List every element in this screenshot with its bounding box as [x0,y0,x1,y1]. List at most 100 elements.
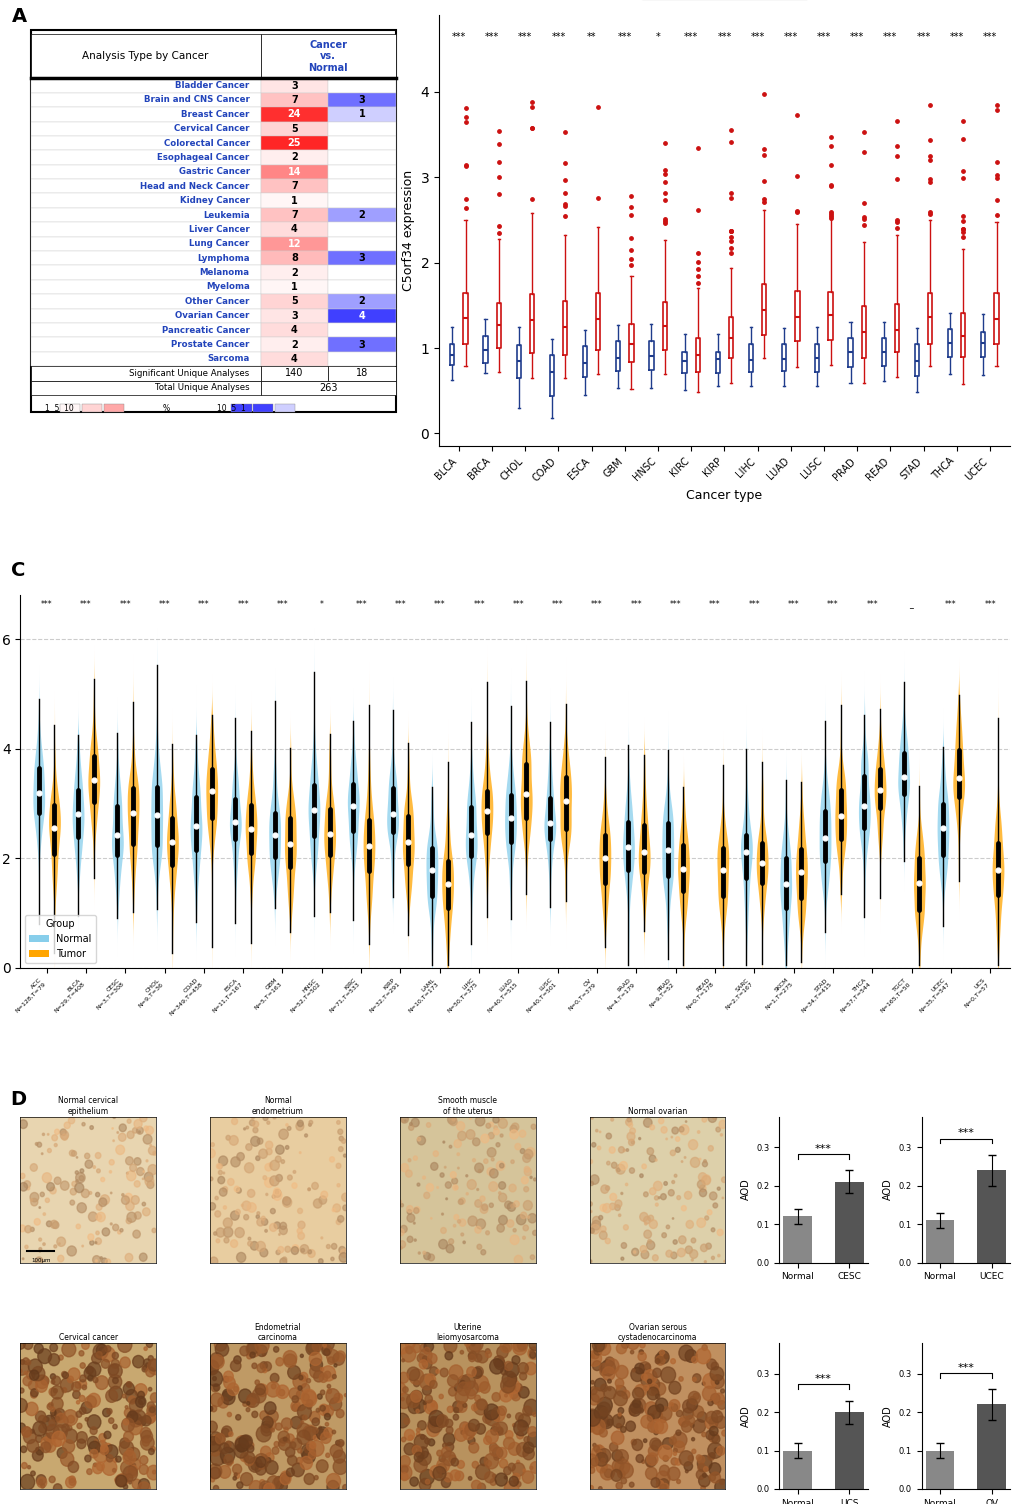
Bar [261,352,328,365]
Circle shape [404,1429,414,1441]
Circle shape [82,1402,92,1414]
Bar [328,93,395,107]
Circle shape [443,1433,454,1445]
Point [888,167,904,191]
Circle shape [631,1140,634,1145]
Circle shape [148,1360,162,1375]
Circle shape [306,1342,319,1355]
Point [523,116,539,140]
Point [523,90,539,114]
Circle shape [602,1411,605,1414]
Circle shape [215,1433,225,1444]
Circle shape [503,1475,506,1478]
Circle shape [700,1486,705,1490]
Circle shape [632,1399,640,1408]
Circle shape [610,1163,616,1169]
Circle shape [591,1143,595,1148]
Circle shape [224,1238,228,1242]
Bar [31,150,261,164]
Circle shape [613,1391,627,1406]
Circle shape [629,1128,635,1134]
Circle shape [244,1451,255,1463]
Circle shape [304,1474,314,1484]
Circle shape [28,1465,31,1469]
Circle shape [469,1442,478,1453]
Circle shape [283,1438,286,1441]
Circle shape [615,1164,625,1175]
Bar [261,107,328,122]
Circle shape [445,1442,453,1451]
Title: Normal ovarian: Normal ovarian [628,1107,687,1116]
Circle shape [256,1157,260,1161]
Circle shape [279,1226,287,1235]
Circle shape [467,1382,471,1387]
Circle shape [653,1430,657,1435]
Circle shape [308,1250,311,1254]
Circle shape [518,1387,529,1399]
Circle shape [458,1220,461,1223]
Circle shape [410,1390,422,1403]
Circle shape [280,1472,290,1484]
Circle shape [60,1378,73,1391]
Circle shape [491,1158,493,1161]
Circle shape [599,1408,607,1417]
Circle shape [619,1463,633,1478]
Point [623,203,639,227]
Circle shape [418,1251,420,1254]
Circle shape [247,1394,259,1408]
Circle shape [507,1463,515,1471]
Circle shape [643,1191,647,1197]
Circle shape [235,1209,240,1214]
Circle shape [708,1474,714,1481]
Circle shape [153,1152,156,1155]
Circle shape [112,1378,118,1384]
Circle shape [707,1113,716,1122]
Circle shape [140,1253,147,1262]
Circle shape [692,1420,705,1433]
Circle shape [278,1390,284,1396]
Circle shape [513,1340,524,1352]
Circle shape [216,1164,221,1169]
Circle shape [213,1384,220,1391]
Circle shape [465,1342,470,1346]
Circle shape [622,1390,629,1399]
Text: ***: *** [355,600,367,609]
Circle shape [242,1202,251,1211]
Circle shape [61,1134,67,1140]
Circle shape [49,1477,55,1483]
Bar [31,208,261,223]
Circle shape [117,1337,131,1352]
Circle shape [31,1471,36,1475]
Circle shape [611,1450,622,1462]
Bar [328,265,395,280]
Circle shape [692,1378,696,1381]
Circle shape [590,1224,599,1233]
Circle shape [716,1229,722,1236]
Circle shape [123,1484,127,1489]
Circle shape [599,1465,613,1480]
Circle shape [320,1390,324,1394]
Circle shape [527,1215,529,1218]
Circle shape [340,1248,347,1257]
Circle shape [214,1337,226,1351]
Circle shape [668,1436,676,1444]
Circle shape [210,1468,220,1478]
Circle shape [336,1409,343,1418]
Text: 8: 8 [290,253,298,263]
Circle shape [125,1406,128,1409]
Circle shape [700,1244,707,1251]
Circle shape [42,1154,43,1155]
Circle shape [493,1128,499,1136]
Circle shape [247,1354,252,1360]
Circle shape [275,1358,283,1366]
Circle shape [298,1232,305,1239]
Text: ***: *** [451,33,466,42]
Circle shape [96,1193,100,1197]
Text: 263: 263 [319,382,337,393]
Circle shape [332,1375,336,1379]
Circle shape [265,1142,272,1149]
Circle shape [707,1453,714,1460]
Circle shape [599,1421,602,1426]
Circle shape [474,1354,481,1363]
Bar [31,223,261,236]
